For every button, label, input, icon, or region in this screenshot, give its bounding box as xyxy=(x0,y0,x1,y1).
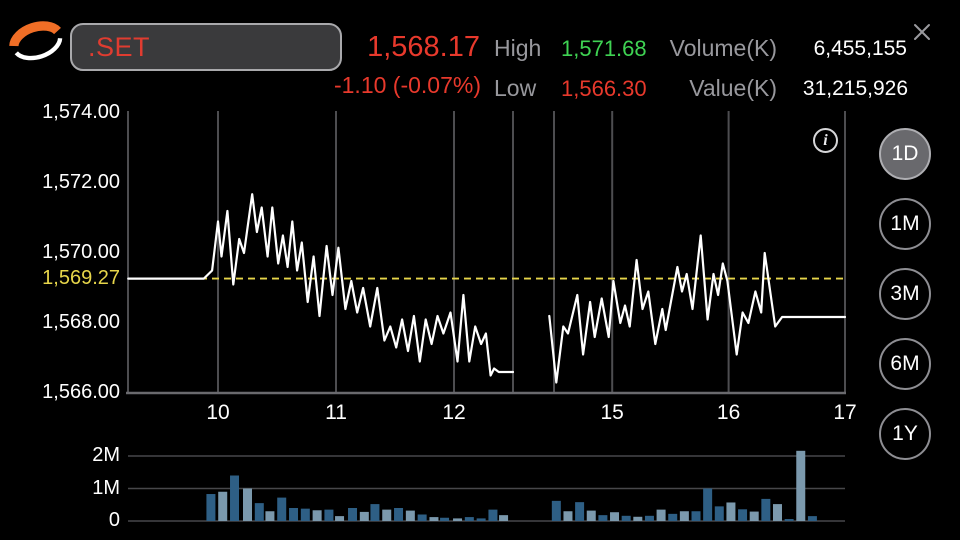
volume-bar xyxy=(761,498,771,521)
volume-bar xyxy=(429,517,439,521)
volume-bar xyxy=(289,508,299,521)
volume-axis-tick-label: 0 xyxy=(108,509,120,531)
volume-bar xyxy=(726,502,736,521)
app-logo-icon xyxy=(9,21,65,63)
volume-bar xyxy=(206,494,216,521)
volume-bar xyxy=(464,517,474,521)
volume-bar xyxy=(218,491,228,521)
volume-bar xyxy=(265,511,275,521)
volume-bar xyxy=(668,513,678,521)
volume-bar xyxy=(610,512,620,521)
volume-bar xyxy=(807,516,817,521)
volume-bar xyxy=(312,510,322,521)
volume-bar xyxy=(703,488,713,521)
volume-bar xyxy=(453,518,463,521)
volume-bar xyxy=(405,510,415,521)
volume-bar xyxy=(796,450,806,521)
timeframe-6m-label: 6M xyxy=(890,352,920,375)
volume-axis-tick-label: 1M xyxy=(92,476,120,499)
volume-bar xyxy=(738,509,748,521)
timeframe-button-1y[interactable]: 1Y xyxy=(879,408,931,460)
info-button[interactable]: i xyxy=(813,128,838,153)
timeframe-1d-label: 1D xyxy=(891,142,919,165)
low-label: Low xyxy=(494,75,537,101)
value-label: Value(K) xyxy=(689,75,777,101)
price-axis-tick-label: 1,570.00 xyxy=(42,241,120,263)
volume-bar xyxy=(348,508,358,521)
timeframe-button-3m[interactable]: 3M xyxy=(879,268,931,320)
volume-bar xyxy=(254,503,264,521)
volume-bar xyxy=(621,515,631,521)
volume-bar xyxy=(440,517,450,521)
price-line-afternoon xyxy=(548,234,847,384)
timeframe-button-1m[interactable]: 1M xyxy=(879,198,931,250)
volume-bar xyxy=(575,502,585,521)
price-axis-tick-label: 1,574.00 xyxy=(42,101,120,123)
high-value: 1,571.68 xyxy=(561,36,647,61)
value-value: 31,215,926 xyxy=(802,77,908,100)
volume-bar xyxy=(784,519,794,521)
time-axis-tick-label: 17 xyxy=(833,401,857,424)
time-axis-tick-label: 15 xyxy=(600,401,624,424)
volume-bar xyxy=(656,509,666,521)
volume-bar xyxy=(714,506,724,521)
volume-bar xyxy=(563,511,573,521)
timeframe-button-1d[interactable]: 1D xyxy=(879,128,931,180)
volume-bar xyxy=(644,515,654,521)
price-axis-tick-label: 1,568.00 xyxy=(42,311,120,333)
timeframe-1y-label: 1Y xyxy=(892,422,918,445)
volume-bar xyxy=(499,515,509,521)
volume-bar xyxy=(370,504,380,521)
price-change: -1.10 (-0.07%) xyxy=(333,72,481,98)
volume-bar xyxy=(586,510,596,521)
volume-bar xyxy=(488,509,498,521)
timeframe-1m-label: 1M xyxy=(890,212,920,235)
volume-bar xyxy=(335,516,345,521)
price-axis-tick-label: 1,566.00 xyxy=(42,381,120,403)
timeframe-3m-label: 3M xyxy=(890,282,920,305)
time-axis-tick-label: 11 xyxy=(325,401,347,424)
volume-bar xyxy=(277,497,287,521)
info-icon: i xyxy=(823,132,828,149)
volume-bar xyxy=(551,500,561,521)
time-axis-tick-label: 12 xyxy=(442,401,466,424)
price-line-morning xyxy=(127,193,515,377)
low-value: 1,566.30 xyxy=(561,76,647,101)
timeframe-button-6m[interactable]: 6M xyxy=(879,338,931,390)
volume-bar xyxy=(417,514,427,521)
volume-bar xyxy=(394,508,404,521)
volume-bar xyxy=(476,518,486,521)
volume-bar xyxy=(633,516,643,521)
volume-bar xyxy=(749,511,759,521)
volume-bar xyxy=(243,488,252,521)
volume-bar xyxy=(772,504,782,521)
volume-bar xyxy=(324,509,334,521)
prev-close-label: 1,569.27 xyxy=(42,266,120,289)
symbol-text: .SET xyxy=(88,31,151,62)
close-icon xyxy=(914,24,930,40)
time-axis-tick-label: 16 xyxy=(716,401,741,424)
volume-bar xyxy=(359,511,369,521)
last-price: 1,568.17 xyxy=(367,31,480,63)
volume-axis-tick-label: 2M xyxy=(92,444,120,466)
volume-value: 6,455,155 xyxy=(813,37,907,60)
volume-bar xyxy=(230,475,240,521)
price-axis-tick-label: 1,572.00 xyxy=(42,171,120,193)
close-button[interactable] xyxy=(910,20,934,44)
high-label: High xyxy=(494,35,542,61)
symbol-input[interactable]: .SET xyxy=(70,23,342,71)
volume-bar xyxy=(300,508,310,521)
volume-bar xyxy=(691,511,701,521)
volume-label: Volume(K) xyxy=(669,35,777,61)
time-axis-tick-label: 10 xyxy=(206,401,230,424)
volume-bar xyxy=(679,511,689,521)
volume-bar xyxy=(382,509,392,521)
volume-bar xyxy=(598,515,608,521)
